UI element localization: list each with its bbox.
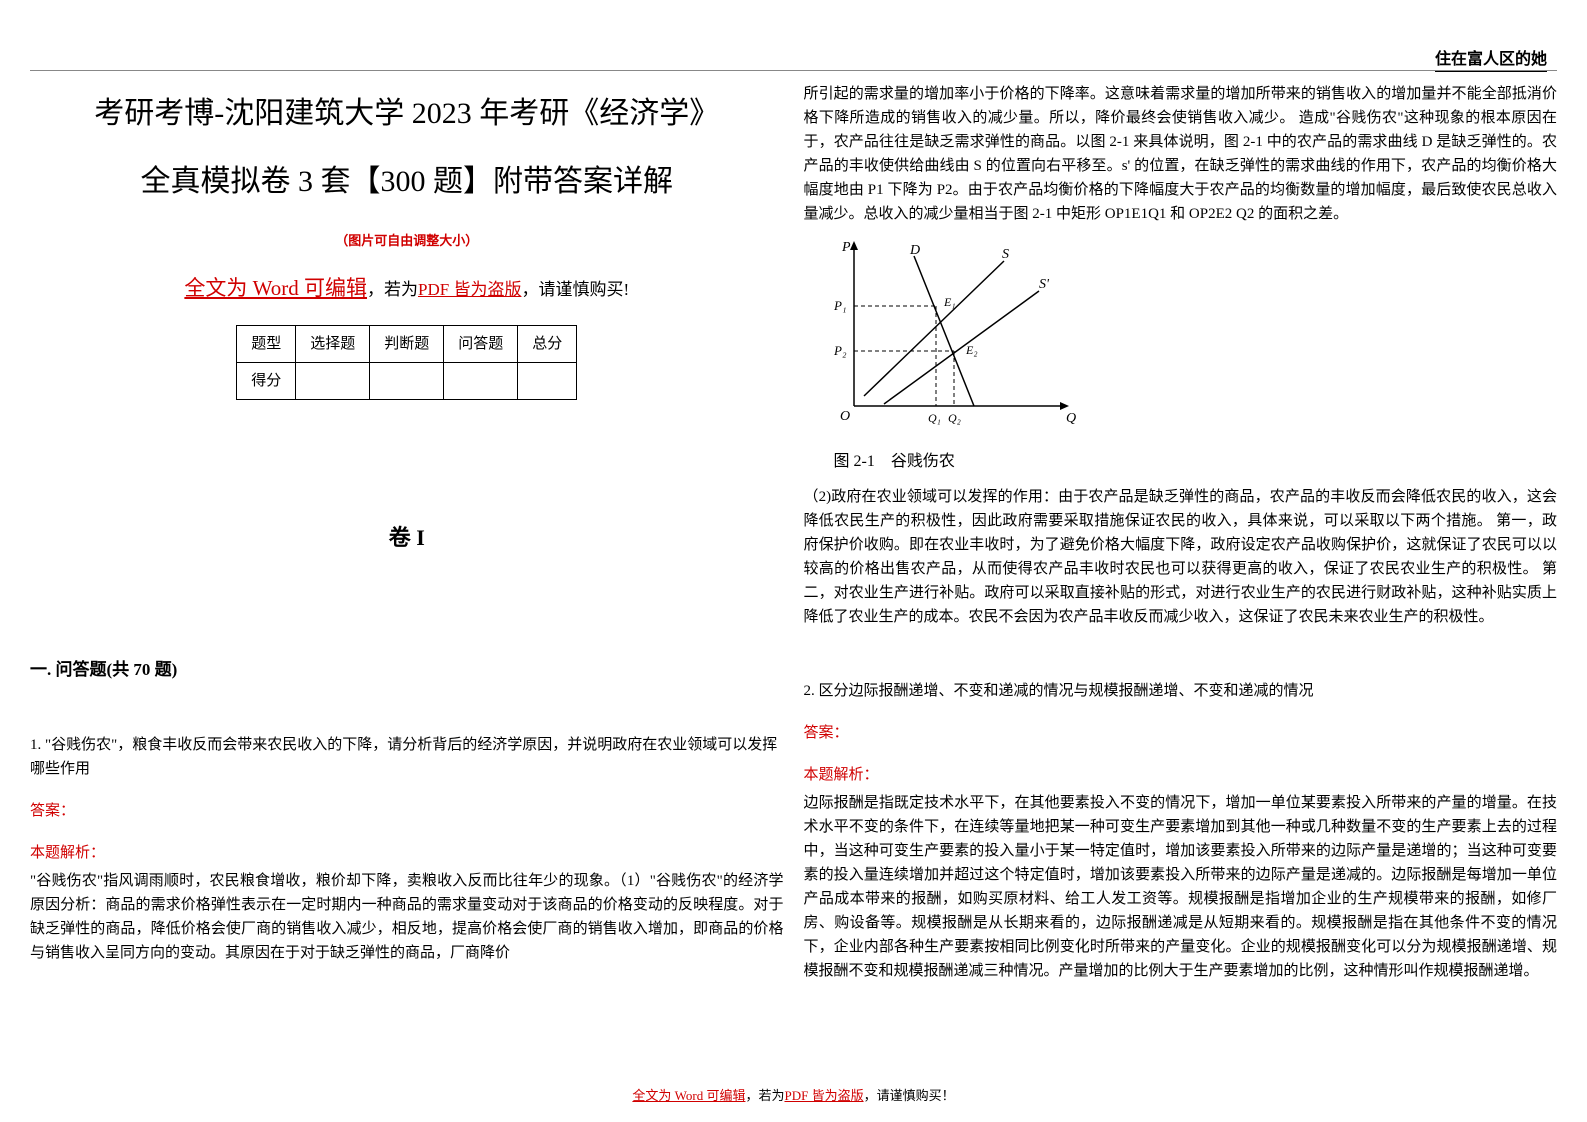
axis-q-label: Q <box>1066 411 1076 426</box>
question-1-text: 1. "谷贱伤农"，粮食丰收反而会带来农民收入的下降，请分析背后的经济学原因，并… <box>30 733 784 781</box>
table-row: 题型 选择题 判断题 问答题 总分 <box>237 326 577 363</box>
footer-mid: ，若为 <box>745 1088 784 1103</box>
figure-caption: 图 2-1 谷贱伤农 <box>834 449 1558 475</box>
table-row: 得分 <box>237 363 577 400</box>
notice-suffix: ，请谨慎购买! <box>521 280 629 299</box>
pdf-pirate-text: PDF 皆为盗版 <box>418 280 521 299</box>
answer-label-2: 答案： <box>804 721 1558 745</box>
th-total: 总分 <box>518 326 577 363</box>
right-para2: （2)政府在农业领域可以发挥的作用：由于农产品是缺乏弹性的商品，农产品的丰收反而… <box>804 485 1558 629</box>
answer-label: 答案： <box>30 799 784 823</box>
footer-suffix: ，请谨慎购买！ <box>864 1088 955 1103</box>
q1-analysis: "谷贱伤农"指风调雨顺时，农民粮食增收，粮价却下降，卖粮收入反而比往年少的现象。… <box>30 869 784 965</box>
q1-label: Q₁ <box>928 411 941 425</box>
origin-label: O <box>840 409 850 424</box>
volume-label: 卷 I <box>30 520 784 555</box>
header-author: 住在富人区的她 <box>1435 45 1547 72</box>
analysis-label-2: 本题解析： <box>804 763 1558 787</box>
sprime-label: S' <box>1039 277 1050 292</box>
d-label: D <box>909 243 920 258</box>
score-table: 题型 选择题 判断题 问答题 总分 得分 <box>236 325 577 400</box>
td-empty <box>444 363 518 400</box>
axis-p-label: P <box>841 240 851 255</box>
q2-analysis: 边际报酬是指既定技术水平下，在其他要素投入不变的情况下，增加一单位某要素投入所带… <box>804 791 1558 983</box>
section-heading: 一. 问答题(共 70 题) <box>30 656 784 683</box>
figure-2-1: P Q O D S S' E₁ E₂ P₁ <box>814 236 1558 444</box>
footer-notice: 全文为 Word 可编辑，若为PDF 皆为盗版，请谨慎购买！ <box>0 1085 1587 1104</box>
word-editable-text: 全文为 Word 可编辑 <box>184 276 367 300</box>
editable-notice: 全文为 Word 可编辑，若为PDF 皆为盗版，请谨慎购买! <box>30 272 784 306</box>
doc-subtitle: （图片可自由调整大小） <box>30 231 784 252</box>
e2-label: E₂ <box>965 343 978 357</box>
left-column: 考研考博-沈阳建筑大学 2023 年考研《经济学》 全真模拟卷 3 套【300 … <box>30 80 784 1040</box>
th-choice: 选择题 <box>296 326 370 363</box>
supply-demand-chart: P Q O D S S' E₁ E₂ P₁ <box>814 236 1084 436</box>
analysis-label: 本题解析： <box>30 841 784 865</box>
right-column: 所引起的需求量的增加率小于价格的下降率。这意味着需求量的增加所带来的销售收入的增… <box>804 80 1558 1040</box>
doc-title-line2: 全真模拟卷 3 套【300 题】附带答案详解 <box>30 158 784 206</box>
th-type: 题型 <box>237 326 296 363</box>
p2-label: P₂ <box>833 343 847 358</box>
th-judge: 判断题 <box>370 326 444 363</box>
doc-title-line1: 考研考博-沈阳建筑大学 2023 年考研《经济学》 <box>30 90 784 138</box>
td-empty <box>370 363 444 400</box>
two-column-layout: 考研考博-沈阳建筑大学 2023 年考研《经济学》 全真模拟卷 3 套【300 … <box>30 80 1557 1040</box>
td-empty <box>296 363 370 400</box>
notice-mid: ，若为 <box>367 280 418 299</box>
footer-pdf: PDF 皆为盗版 <box>784 1088 863 1103</box>
p1-label: P₁ <box>833 298 846 313</box>
th-answer: 问答题 <box>444 326 518 363</box>
right-para1: 所引起的需求量的增加率小于价格的下降率。这意味着需求量的增加所带来的销售收入的增… <box>804 82 1558 226</box>
td-empty <box>518 363 577 400</box>
top-rule <box>30 70 1557 71</box>
td-score-label: 得分 <box>237 363 296 400</box>
s-label: S <box>1002 247 1009 262</box>
footer-word: 全文为 Word 可编辑 <box>632 1088 745 1103</box>
e1-label: E₁ <box>943 295 956 309</box>
question-2-text: 2. 区分边际报酬递增、不变和递减的情况与规模报酬递增、不变和递减的情况 <box>804 679 1558 703</box>
q2-label: Q₂ <box>948 411 961 425</box>
